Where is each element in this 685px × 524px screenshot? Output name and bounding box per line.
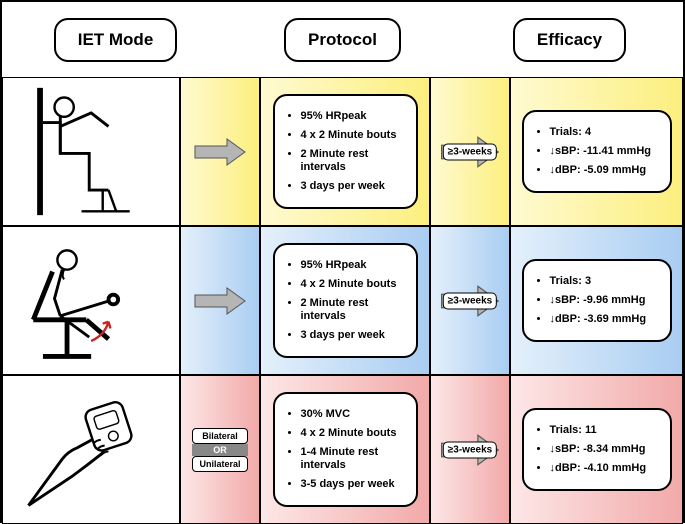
protocol-box: 95% HRpeak 4 x 2 Minute bouts 2 Minute r… [273, 94, 418, 210]
header-protocol: Protocol [284, 18, 401, 62]
protocol-item: 2 Minute rest intervals [301, 148, 406, 174]
efficacy-sbp: ↓sBP: -11.41 mmHg [550, 145, 660, 158]
efficacy-sbp: ↓sBP: -9.96 mmHg [550, 294, 660, 307]
mode-cell-wall-squat [2, 77, 180, 226]
row-wall-squat: 95% HRpeak 4 x 2 Minute bouts 2 Minute r… [2, 77, 683, 226]
efficacy-trials: Trials: 4 [550, 126, 660, 139]
protocol-item: 95% HRpeak [301, 259, 406, 272]
header-cell-efficacy: Efficacy [456, 2, 683, 77]
header-efficacy: Efficacy [513, 18, 626, 62]
duration-badge: ≥3-weeks [443, 292, 497, 309]
efficacy-cell-wall-squat: Trials: 4 ↓sBP: -11.41 mmHg ↓dBP: -5.09 … [510, 77, 683, 226]
arrow1-leg-extension [180, 226, 260, 375]
protocol-cell-leg-extension: 95% HRpeak 4 x 2 Minute bouts 2 Minute r… [260, 226, 430, 375]
protocol-cell-wall-squat: 95% HRpeak 4 x 2 Minute bouts 2 Minute r… [260, 77, 430, 226]
header-cell-protocol: Protocol [229, 2, 456, 77]
efficacy-dbp: ↓dBP: -3.69 mmHg [550, 313, 660, 326]
mode-cell-handgrip [2, 375, 180, 524]
efficacy-trials: Trials: 3 [550, 275, 660, 288]
efficacy-sbp: ↓sBP: -8.34 mmHg [550, 443, 660, 456]
unilateral-label: Unilateral [192, 456, 248, 472]
header-cell-mode: IET Mode [2, 2, 229, 77]
protocol-box: 95% HRpeak 4 x 2 Minute bouts 2 Minute r… [273, 243, 418, 359]
leg-extension-icon [14, 233, 168, 368]
arrow1-wall-squat [180, 77, 260, 226]
protocol-item: 2 Minute rest intervals [301, 297, 406, 323]
row-handgrip: Bilateral OR Unilateral 30% MVC 4 x 2 Mi… [2, 375, 683, 524]
header-row: IET Mode Protocol Efficacy [2, 2, 683, 77]
protocol-item: 4 x 2 Minute bouts [301, 427, 406, 440]
bilateral-group: Bilateral OR Unilateral [185, 428, 255, 472]
efficacy-box: Trials: 11 ↓sBP: -8.34 mmHg ↓dBP: -4.10 … [522, 408, 672, 492]
diagram-container: IET Mode Protocol Efficacy [0, 0, 685, 523]
protocol-item: 3 days per week [301, 329, 406, 342]
efficacy-trials: Trials: 11 [550, 424, 660, 437]
protocol-item: 1-4 Minute rest intervals [301, 446, 406, 472]
header-mode: IET Mode [54, 18, 178, 62]
arrow2-wall-squat: ≥3-weeks [430, 77, 510, 226]
arrow2-leg-extension: ≥3-weeks [430, 226, 510, 375]
duration-badge: ≥3-weeks [443, 143, 497, 160]
mode-cell-leg-extension [2, 226, 180, 375]
arrow1-handgrip: Bilateral OR Unilateral [180, 375, 260, 524]
protocol-cell-handgrip: 30% MVC 4 x 2 Minute bouts 1-4 Minute re… [260, 375, 430, 524]
protocol-item: 95% HRpeak [301, 110, 406, 123]
efficacy-cell-leg-extension: Trials: 3 ↓sBP: -9.96 mmHg ↓dBP: -3.69 m… [510, 226, 683, 375]
duration-badge: ≥3-weeks [443, 441, 497, 458]
wall-squat-icon [14, 84, 168, 219]
protocol-item: 3 days per week [301, 180, 406, 193]
arrow-icon [193, 286, 248, 316]
row-leg-extension: 95% HRpeak 4 x 2 Minute bouts 2 Minute r… [2, 226, 683, 375]
efficacy-box: Trials: 4 ↓sBP: -11.41 mmHg ↓dBP: -5.09 … [522, 110, 672, 194]
protocol-item: 4 x 2 Minute bouts [301, 129, 406, 142]
bilateral-label: Bilateral [192, 428, 248, 444]
or-label: OR [192, 444, 248, 456]
protocol-item: 3-5 days per week [301, 478, 406, 491]
handgrip-icon [14, 382, 168, 517]
efficacy-cell-handgrip: Trials: 11 ↓sBP: -8.34 mmHg ↓dBP: -4.10 … [510, 375, 683, 524]
arrow2-handgrip: ≥3-weeks [430, 375, 510, 524]
protocol-box: 30% MVC 4 x 2 Minute bouts 1-4 Minute re… [273, 392, 418, 508]
protocol-item: 4 x 2 Minute bouts [301, 278, 406, 291]
efficacy-box: Trials: 3 ↓sBP: -9.96 mmHg ↓dBP: -3.69 m… [522, 259, 672, 343]
efficacy-dbp: ↓dBP: -4.10 mmHg [550, 462, 660, 475]
arrow-icon [193, 137, 248, 167]
efficacy-dbp: ↓dBP: -5.09 mmHg [550, 164, 660, 177]
protocol-item: 30% MVC [301, 408, 406, 421]
